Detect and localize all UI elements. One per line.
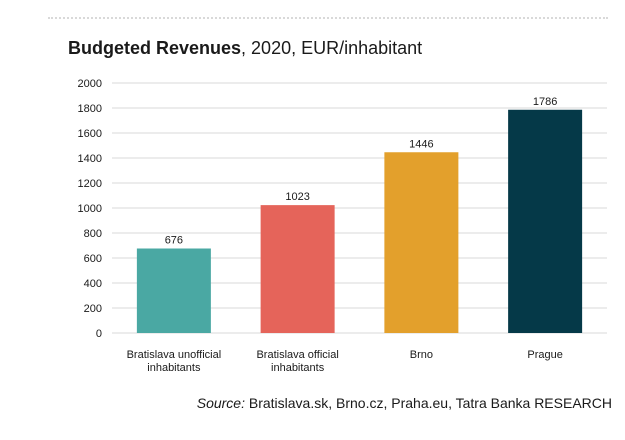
bar-2 — [384, 152, 459, 333]
source-text: Bratislava.sk, Brno.cz, Praha.eu, Tatra … — [244, 395, 612, 411]
source-label: Source: — [196, 395, 245, 411]
x-tick-label-1: Bratislava official inhabitants — [256, 349, 338, 374]
bar-1 — [260, 205, 335, 333]
data-label-3: 1786 — [533, 96, 557, 108]
x-tick-label-2: Brno — [410, 349, 433, 361]
data-label-2: 1446 — [409, 138, 433, 150]
bars — [136, 109, 583, 333]
x-axis-category-labels: Bratislava unofficial inhabitants Bratisla… — [127, 349, 563, 374]
y-tick-label-400: 400 — [84, 278, 102, 290]
chart-title-rest: , 2020, EUR/inhabitant — [241, 38, 423, 58]
y-tick-label-600: 600 — [84, 253, 102, 265]
x-tick-label-0: Bratislava unofficial inhabitants — [127, 349, 222, 374]
y-tick-label-2000: 2000 — [78, 78, 102, 90]
top-dotted-divider — [48, 17, 608, 19]
y-tick-label-200: 200 — [84, 303, 102, 315]
data-label-1: 1023 — [285, 191, 309, 203]
y-tick-label-0: 0 — [96, 328, 102, 340]
data-label-0: 676 — [165, 235, 183, 247]
y-tick-label-1400: 1400 — [78, 153, 102, 165]
y-tick-label-800: 800 — [84, 228, 102, 240]
x-tick-label-3: Prague — [527, 349, 562, 361]
y-axis-tick-labels: 0 200 400 600 800 1000 1200 1400 1600 1800 2000 — [78, 78, 102, 340]
bar-0 — [136, 248, 211, 333]
y-tick-label-1600: 1600 — [78, 128, 102, 140]
chart-title: Budgeted Revenues, 2020, EUR/inhabitant — [68, 38, 422, 59]
data-labels: 676 1023 1446 1786 — [165, 96, 558, 247]
y-tick-label-1000: 1000 — [78, 203, 102, 215]
bar-3 — [508, 109, 583, 333]
y-tick-label-1800: 1800 — [78, 103, 102, 115]
chart-title-bold: Budgeted Revenues — [68, 38, 242, 58]
y-tick-label-1200: 1200 — [78, 178, 102, 190]
source-note: Source: Bratislava.sk, Brno.cz, Praha.eu… — [197, 395, 612, 411]
